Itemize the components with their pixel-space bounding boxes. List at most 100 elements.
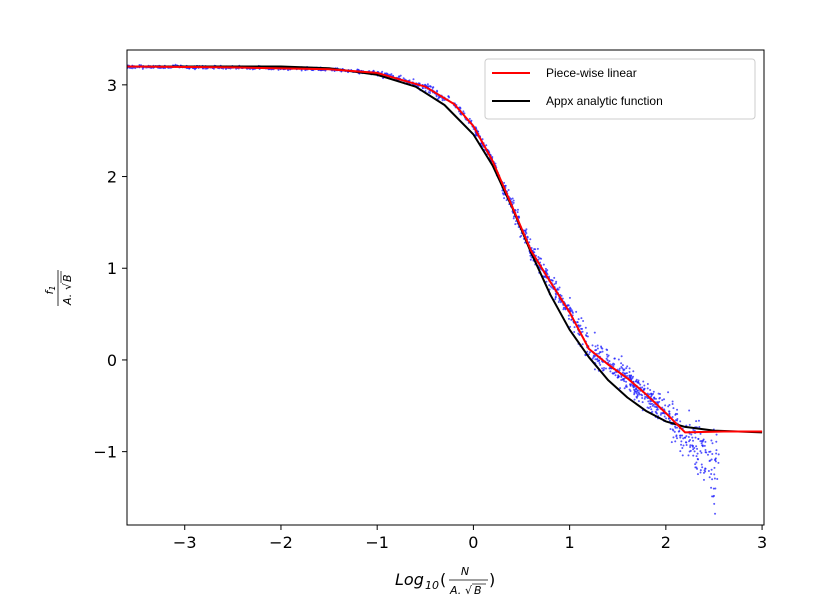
scatter-point [555, 293, 558, 296]
scatter-point [632, 375, 635, 378]
scatter-point [620, 379, 623, 382]
scatter-point [562, 306, 565, 309]
scatter-point [595, 358, 598, 361]
scatter-point [690, 433, 693, 436]
scatter-point [603, 367, 606, 370]
scatter-point [524, 241, 527, 244]
scatter-point [696, 457, 699, 460]
scatter-point [637, 379, 640, 382]
scatter-point [676, 437, 679, 440]
scatter-point [381, 70, 384, 73]
scatter-point [663, 398, 666, 401]
scatter-point [636, 381, 639, 384]
svg-text:): ) [489, 570, 495, 589]
svg-text:f1: f1 [43, 286, 57, 295]
scatter-point [678, 434, 681, 437]
scatter-point [625, 367, 628, 370]
scatter-point [468, 117, 471, 120]
scatter-point [475, 134, 478, 137]
scatter-point [653, 397, 656, 400]
scatter-point [398, 75, 401, 78]
scatter-point [711, 478, 714, 481]
scatter-point [687, 454, 690, 457]
scatter-point [702, 478, 705, 481]
x-tick-label: 1 [565, 533, 575, 552]
scatter-point [421, 86, 424, 89]
scatter-point [703, 444, 706, 447]
scatter-point [673, 430, 676, 433]
scatter-point [526, 235, 529, 238]
scatter-point [614, 374, 617, 377]
scatter-point [693, 429, 696, 432]
scatter-point [584, 326, 587, 329]
x-tick-label: 0 [468, 533, 478, 552]
scatter-point [567, 317, 570, 320]
scatter-point [710, 458, 713, 461]
y-tick-label: 0 [107, 351, 117, 370]
scatter-point [438, 96, 441, 99]
scatter-point [685, 443, 688, 446]
scatter-point [637, 400, 640, 403]
scatter-point [696, 452, 699, 455]
scatter-point [649, 405, 652, 408]
scatter-point [554, 296, 557, 299]
scatter-point [647, 407, 650, 410]
scatter-point [587, 353, 590, 356]
scatter-point [545, 280, 548, 283]
scatter-point [716, 477, 719, 480]
scatter-point [602, 368, 605, 371]
scatter-point [648, 402, 651, 405]
scatter-point [616, 376, 619, 379]
scatter-point [656, 407, 659, 409]
x-label-log: Log [395, 570, 424, 589]
scatter-point [672, 407, 675, 410]
scatter-point [591, 344, 594, 347]
scatter-point [695, 461, 698, 464]
scatter-point [643, 387, 646, 390]
scatter-point [606, 359, 609, 362]
scatter-point [656, 401, 659, 404]
scatter-point [689, 444, 692, 447]
scatter-point [674, 426, 677, 429]
x-tick-label: 3 [757, 533, 767, 552]
scatter-point [554, 298, 557, 301]
scatter-point [646, 383, 649, 386]
x-label-frac-den-sqrt: √ [465, 584, 473, 597]
scatter-point [699, 432, 702, 435]
scatter-point [654, 397, 657, 400]
scatter-point [441, 99, 444, 102]
scatter-point [711, 495, 714, 498]
scatter-point [710, 472, 713, 475]
scatter-point [569, 325, 572, 328]
scatter-point [667, 391, 670, 394]
scatter-point [633, 388, 636, 391]
scatter-point [620, 355, 623, 358]
scatter-point [634, 388, 637, 391]
scatter-point [697, 438, 700, 441]
scatter-point [533, 248, 536, 251]
scatter-point [649, 388, 652, 391]
scatter-point [505, 199, 508, 202]
scatter-point [684, 436, 687, 439]
scatter-point [617, 374, 620, 377]
scatter-point [606, 349, 609, 352]
scatter-point [555, 280, 558, 283]
scatter-point [514, 223, 517, 226]
scatter-point [648, 393, 651, 396]
y-axis-ticks: −1 0 1 2 3 [93, 76, 127, 462]
scatter-point [715, 452, 718, 455]
scatter-point [709, 450, 712, 453]
scatter-point [632, 370, 635, 373]
scatter-point [710, 468, 713, 471]
scatter-point [613, 357, 616, 360]
scatter-point [692, 454, 695, 457]
scatter-point [594, 358, 597, 361]
y-label-den-a: A. [61, 294, 74, 306]
scatter-point [653, 405, 656, 408]
scatter-point [607, 354, 610, 357]
scatter-point [131, 67, 134, 70]
scatter-point [511, 197, 514, 200]
scatter-point [579, 324, 582, 327]
scatter-point [696, 447, 699, 450]
